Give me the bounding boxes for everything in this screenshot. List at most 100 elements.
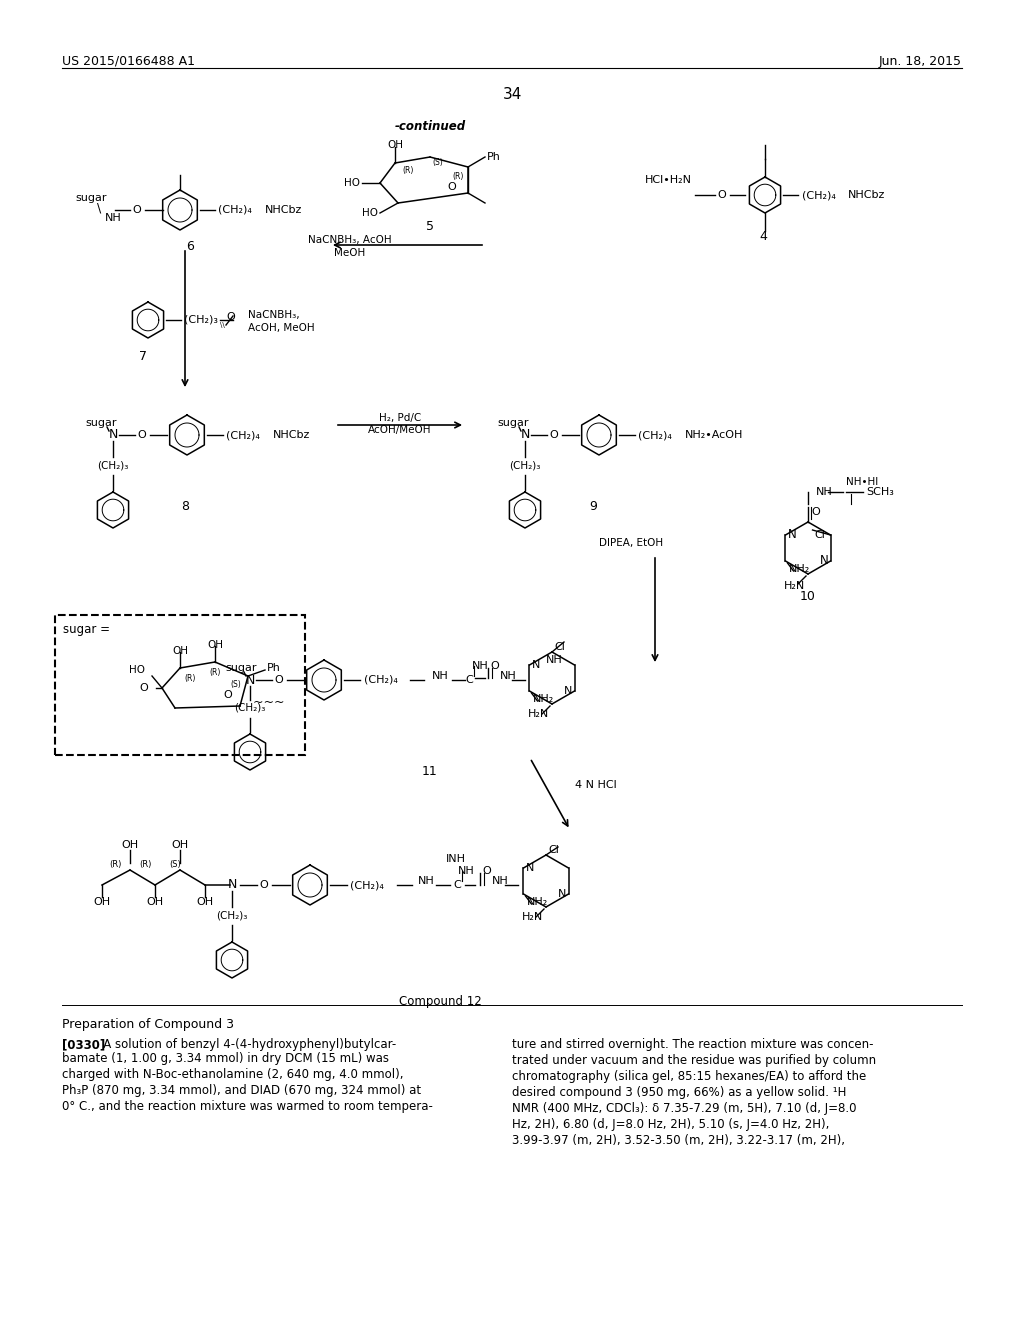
Text: OH: OH (172, 645, 188, 656)
Text: ture and stirred overnight. The reaction mixture was concen-: ture and stirred overnight. The reaction… (512, 1038, 873, 1051)
Text: (S): (S) (169, 861, 181, 870)
Text: C: C (453, 880, 461, 890)
Text: O: O (223, 690, 232, 700)
Text: HO: HO (129, 665, 145, 675)
Text: NH₂•AcOH: NH₂•AcOH (685, 430, 743, 440)
Text: O: O (226, 312, 234, 322)
Text: NH: NH (492, 876, 509, 886)
Text: NHCbz: NHCbz (273, 430, 310, 440)
Text: (R): (R) (402, 165, 414, 174)
Text: OH: OH (171, 840, 188, 850)
Text: HO: HO (344, 178, 360, 187)
Text: (CH₂)₃: (CH₂)₃ (509, 459, 541, 470)
Text: O: O (550, 430, 558, 440)
Text: NH•HI: NH•HI (846, 477, 879, 487)
Text: Ph₃P (870 mg, 3.34 mmol), and DIAD (670 mg, 324 mmol) at: Ph₃P (870 mg, 3.34 mmol), and DIAD (670 … (62, 1084, 421, 1097)
Text: NHCbz: NHCbz (848, 190, 886, 201)
Text: Cl: Cl (548, 845, 559, 855)
Text: 10: 10 (800, 590, 816, 603)
Text: \\: \\ (220, 322, 224, 327)
Text: Ph: Ph (487, 152, 501, 162)
Text: OH: OH (122, 840, 138, 850)
Text: chromatography (silica gel, 85:15 hexanes/EA) to afford the: chromatography (silica gel, 85:15 hexane… (512, 1071, 866, 1082)
Text: Hz, 2H), 6.80 (d, J=8.0 Hz, 2H), 5.10 (s, J=4.0 Hz, 2H),: Hz, 2H), 6.80 (d, J=8.0 Hz, 2H), 5.10 (s… (512, 1118, 829, 1131)
Text: 7: 7 (139, 350, 147, 363)
Text: Cl: Cl (554, 642, 565, 652)
Text: DIPEA, EtOH: DIPEA, EtOH (599, 539, 663, 548)
Text: N: N (525, 863, 534, 873)
Text: Compound 12: Compound 12 (398, 995, 481, 1008)
Text: 3.99-3.97 (m, 2H), 3.52-3.50 (m, 2H), 3.22-3.17 (m, 2H),: 3.99-3.97 (m, 2H), 3.52-3.50 (m, 2H), 3.… (512, 1134, 845, 1147)
Text: (CH₂)₃: (CH₂)₃ (184, 315, 218, 325)
Text: NH₂: NH₂ (532, 694, 554, 704)
Text: O: O (447, 182, 457, 191)
Text: OH: OH (197, 898, 214, 907)
Text: (R): (R) (209, 668, 221, 676)
Text: bamate (1, 1.00 g, 3.34 mmol) in dry DCM (15 mL) was: bamate (1, 1.00 g, 3.34 mmol) in dry DCM… (62, 1052, 389, 1065)
Text: N: N (564, 686, 572, 696)
Text: 4: 4 (759, 230, 767, 243)
Text: NaCNBH₃, AcOH: NaCNBH₃, AcOH (308, 235, 392, 246)
Text: NH: NH (472, 661, 488, 671)
Text: N: N (227, 879, 237, 891)
Text: (R): (R) (184, 673, 196, 682)
Text: 4 N HCl: 4 N HCl (575, 780, 616, 789)
Text: NH: NH (546, 655, 562, 665)
Text: INH: INH (446, 854, 466, 865)
Text: O: O (274, 675, 284, 685)
Text: O: O (490, 661, 499, 671)
Text: (R): (R) (109, 861, 121, 870)
Text: 0° C., and the reaction mixture was warmed to room tempera-: 0° C., and the reaction mixture was warm… (62, 1100, 433, 1113)
Text: NHCbz: NHCbz (265, 205, 302, 215)
Text: H₂N: H₂N (527, 709, 549, 719)
Text: HCl•H₂N: HCl•H₂N (645, 176, 692, 185)
Text: O: O (718, 190, 726, 201)
Text: (CH₂)₄: (CH₂)₄ (218, 205, 252, 215)
Text: Cl: Cl (815, 531, 825, 540)
Text: NH: NH (105, 213, 122, 223)
Text: H₂, Pd/C: H₂, Pd/C (379, 413, 421, 422)
Text: (CH₂)₃: (CH₂)₃ (234, 704, 265, 713)
Text: NH₂: NH₂ (788, 564, 810, 574)
Text: O: O (260, 880, 268, 890)
Text: H₂N: H₂N (522, 912, 543, 921)
Text: (CH₂)₄: (CH₂)₄ (350, 880, 384, 890)
Text: MeOH: MeOH (335, 248, 366, 257)
Text: N: N (820, 554, 828, 568)
Text: trated under vacuum and the residue was purified by column: trated under vacuum and the residue was … (512, 1053, 877, 1067)
Text: SCH₃: SCH₃ (866, 487, 894, 498)
Text: NH: NH (500, 671, 517, 681)
Text: [0330]: [0330] (62, 1038, 105, 1051)
Text: (CH₂)₃: (CH₂)₃ (97, 459, 129, 470)
Text: NH₂: NH₂ (526, 898, 548, 907)
Text: (CH₂)₃: (CH₂)₃ (216, 909, 248, 920)
Text: O: O (139, 682, 148, 693)
Text: NH: NH (432, 671, 449, 681)
Text: sugar: sugar (75, 193, 106, 203)
Text: OH: OH (146, 898, 164, 907)
Text: sugar: sugar (497, 418, 528, 428)
Text: O: O (137, 430, 146, 440)
Text: 5: 5 (426, 220, 434, 234)
Text: AcOH, MeOH: AcOH, MeOH (248, 323, 314, 333)
Text: sugar: sugar (85, 418, 117, 428)
Text: HO: HO (362, 209, 378, 218)
Text: \: \ (97, 202, 105, 214)
Text: O: O (133, 205, 141, 215)
Text: NH: NH (816, 487, 833, 498)
Text: 11: 11 (422, 766, 438, 777)
Text: (CH₂)₄: (CH₂)₄ (364, 675, 398, 685)
Text: N: N (531, 660, 540, 671)
Text: (R): (R) (453, 173, 464, 181)
Text: N: N (558, 888, 566, 899)
Text: US 2015/0166488 A1: US 2015/0166488 A1 (62, 55, 195, 69)
Text: OH: OH (207, 640, 223, 649)
Text: A solution of benzyl 4-(4-hydroxyphenyl)butylcar-: A solution of benzyl 4-(4-hydroxyphenyl)… (92, 1038, 396, 1051)
Text: ~⁠~⁠~: ~⁠~⁠~ (253, 696, 285, 709)
Text: (S): (S) (432, 158, 443, 168)
Text: desired compound 3 (950 mg, 66%) as a yellow solid. ¹H: desired compound 3 (950 mg, 66%) as a ye… (512, 1086, 847, 1100)
Text: 34: 34 (503, 87, 521, 102)
Text: AcOH/MeOH: AcOH/MeOH (369, 425, 432, 436)
Bar (55, 615, 305, 755)
Text: (CH₂)₄: (CH₂)₄ (226, 430, 260, 440)
